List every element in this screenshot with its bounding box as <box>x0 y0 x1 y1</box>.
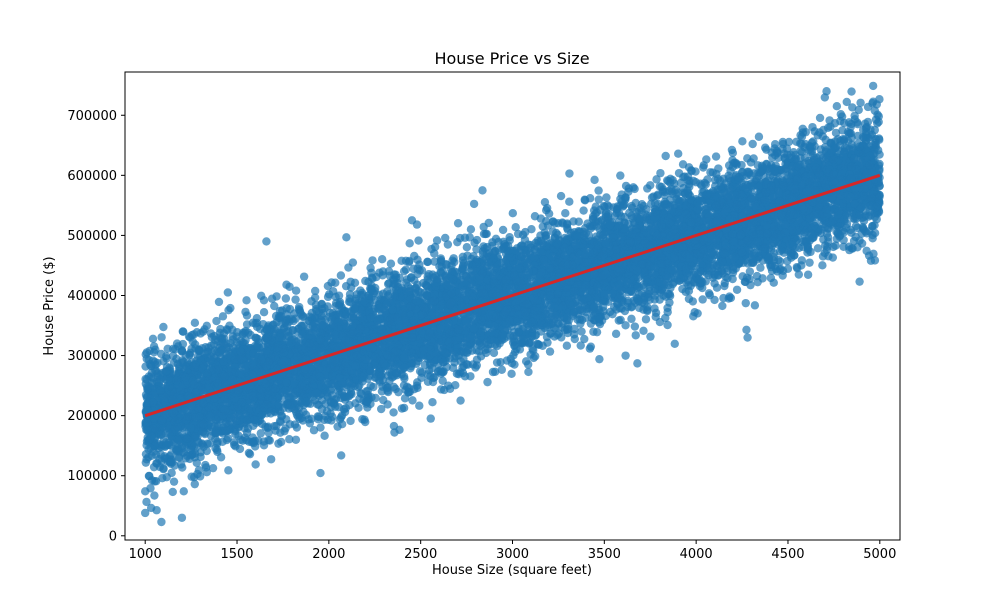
data-point <box>251 460 260 469</box>
data-point <box>489 348 499 358</box>
data-point <box>651 312 660 322</box>
data-point <box>832 102 842 111</box>
data-point <box>216 453 226 462</box>
data-point <box>803 270 813 279</box>
data-point <box>309 426 319 435</box>
chart-title: House Price vs Size <box>434 49 589 68</box>
data-point <box>285 435 294 444</box>
data-point <box>507 369 516 379</box>
data-point <box>852 118 862 127</box>
data-point <box>621 181 631 191</box>
data-point <box>310 286 320 296</box>
data-point <box>646 332 655 341</box>
data-point <box>453 219 463 228</box>
data-point <box>386 259 396 268</box>
data-point <box>142 497 151 507</box>
data-point <box>545 347 555 356</box>
data-point <box>156 349 166 359</box>
data-point <box>847 87 856 96</box>
data-point <box>511 222 520 232</box>
data-point <box>174 453 184 463</box>
data-point <box>242 296 251 305</box>
data-point <box>432 236 442 245</box>
data-point <box>270 301 279 311</box>
data-point <box>390 428 399 437</box>
data-point <box>270 421 279 431</box>
data-point <box>850 111 859 120</box>
data-point <box>469 199 479 209</box>
data-point <box>711 152 721 161</box>
data-point <box>718 301 727 311</box>
data-point <box>483 377 492 387</box>
data-point <box>377 255 387 264</box>
data-point <box>565 197 574 206</box>
data-point <box>472 245 481 254</box>
data-point <box>291 435 301 444</box>
data-point <box>267 294 277 303</box>
data-point <box>389 408 398 417</box>
data-point <box>348 258 358 267</box>
data-point <box>611 329 621 339</box>
data-point <box>259 296 269 305</box>
data-point <box>202 446 211 456</box>
data-point <box>594 195 603 204</box>
data-point <box>281 294 291 303</box>
data-point <box>405 239 414 248</box>
data-point <box>377 404 386 414</box>
data-point <box>146 503 156 513</box>
data-point <box>670 339 679 348</box>
data-point <box>818 132 827 141</box>
data-point <box>818 261 827 270</box>
data-point <box>794 270 804 279</box>
data-point <box>602 193 611 202</box>
data-point <box>561 209 570 218</box>
data-point <box>291 295 300 304</box>
data-point <box>443 240 453 249</box>
data-point <box>745 267 755 276</box>
data-point <box>342 233 351 242</box>
data-point <box>212 316 221 326</box>
data-point <box>441 233 450 243</box>
data-point <box>769 278 778 287</box>
data-point <box>488 367 498 377</box>
data-point <box>738 137 747 146</box>
data-point <box>727 145 737 155</box>
data-point <box>868 81 878 91</box>
data-point <box>214 297 224 307</box>
data-point <box>856 98 865 107</box>
data-point <box>157 333 166 342</box>
data-point <box>674 149 683 158</box>
data-point <box>327 278 336 287</box>
data-point <box>397 256 406 266</box>
data-point <box>400 394 410 403</box>
data-point <box>426 414 435 423</box>
data-point <box>548 227 558 236</box>
